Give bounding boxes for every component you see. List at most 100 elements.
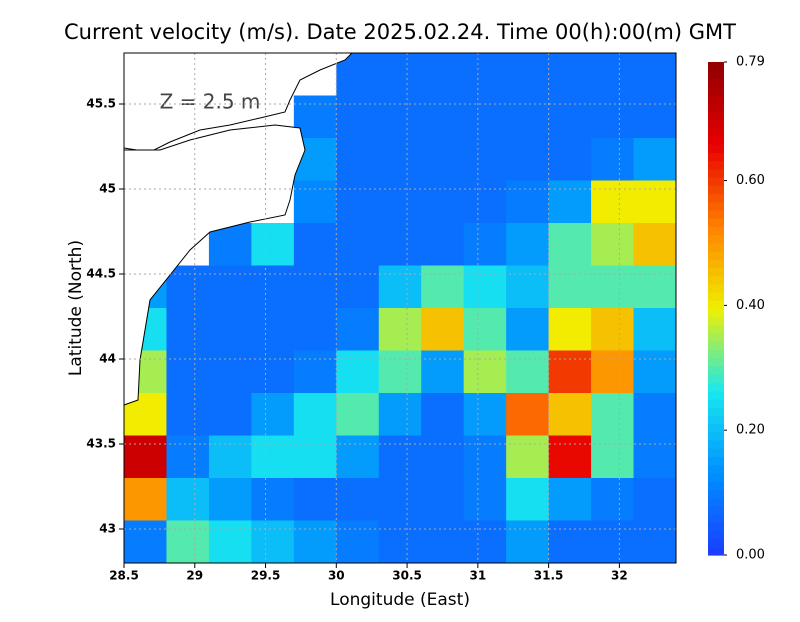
x-tick-label: 31 (469, 569, 486, 583)
colorbar-swatch (708, 546, 724, 556)
colorbar-swatch (708, 185, 724, 195)
cell (463, 265, 507, 309)
cell (336, 95, 380, 139)
colorbar-swatch (708, 382, 724, 392)
cell (378, 520, 422, 564)
cell (591, 478, 635, 521)
cell (208, 308, 252, 351)
cell (421, 53, 465, 96)
colorbar-swatch (708, 472, 724, 482)
cell (293, 223, 337, 266)
y-tick-label: 43.5 (86, 437, 116, 451)
cell (378, 53, 422, 96)
cell (293, 393, 337, 436)
colorbar-swatch (708, 464, 724, 474)
colorbar-swatch (708, 86, 724, 96)
colorbar-swatch (708, 423, 724, 433)
colorbar-swatch (708, 234, 724, 244)
cell (463, 53, 507, 96)
colorbar-swatch (708, 341, 724, 351)
colorbar-swatch (708, 70, 724, 80)
cell (506, 53, 550, 96)
cell (506, 95, 550, 139)
cell (633, 138, 677, 181)
cell (548, 350, 592, 394)
cell (336, 350, 380, 394)
cell (378, 393, 422, 436)
cell (293, 478, 337, 521)
x-tick-label: 28.5 (109, 569, 139, 583)
colorbar-swatch (708, 374, 724, 384)
colorbar-swatch (708, 366, 724, 375)
x-axis-label: Longitude (East) (330, 590, 470, 610)
cell (293, 520, 337, 564)
cell (421, 95, 465, 139)
colorbar-swatch (708, 62, 724, 71)
cell (208, 478, 252, 521)
colorbar-swatch (708, 267, 724, 277)
cell (124, 478, 167, 521)
cell (633, 393, 677, 436)
cell (463, 138, 507, 181)
cell (548, 435, 592, 479)
colorbar-swatch (708, 226, 724, 236)
cell (208, 265, 252, 309)
cell (506, 223, 550, 266)
cell (124, 520, 167, 564)
land (123, 124, 306, 406)
cell (463, 180, 507, 224)
cell (124, 435, 167, 479)
colorbar-tick-label: 0.20 (736, 423, 765, 438)
cell (633, 350, 677, 394)
cell (463, 393, 507, 436)
colorbar-swatch (708, 94, 724, 104)
cell (166, 393, 210, 436)
cell (506, 265, 550, 309)
y-tick-label: 44 (99, 352, 116, 366)
colorbar-swatch (708, 481, 724, 490)
cell (633, 53, 677, 96)
cell (463, 223, 507, 266)
cell (166, 308, 210, 351)
colorbar-swatch (708, 201, 724, 211)
cell (633, 180, 677, 224)
x-tick-label: 31.5 (534, 569, 564, 583)
plot-frame (123, 52, 677, 564)
cell (421, 478, 465, 521)
cell (463, 478, 507, 521)
colorbar-swatch (708, 538, 724, 548)
colorbar-swatch (708, 456, 724, 466)
colorbar-swatch (708, 505, 724, 515)
colorbar-swatch (708, 144, 724, 153)
cell (506, 520, 550, 564)
cell (548, 265, 592, 309)
cell (336, 478, 380, 521)
cell (548, 53, 592, 96)
colorbar-swatch (708, 168, 724, 178)
colorbar-swatch (708, 218, 724, 227)
y-tick-label: 43 (99, 522, 116, 536)
cell (548, 520, 592, 564)
colorbar-swatch (708, 160, 724, 170)
cell (421, 350, 465, 394)
cell (463, 520, 507, 564)
cell (591, 520, 635, 564)
colorbar-swatch (708, 349, 724, 359)
colorbar-swatch (708, 292, 724, 301)
cell (548, 308, 592, 351)
colorbar-swatch (708, 431, 724, 441)
y-tick-label: 44.5 (86, 267, 116, 281)
cell (336, 223, 380, 266)
cell (378, 308, 422, 351)
colorbar-swatch (708, 177, 724, 186)
colorbar-swatch (708, 152, 724, 162)
colorbar-swatch (708, 119, 724, 129)
cell (166, 520, 210, 564)
colorbar-swatch (708, 250, 724, 260)
cell (633, 520, 677, 564)
cell (591, 265, 635, 309)
x-tick-label: 30.5 (392, 569, 422, 583)
annotation: Z = 2.5 m (160, 90, 261, 114)
cell (421, 520, 465, 564)
cell (548, 180, 592, 224)
